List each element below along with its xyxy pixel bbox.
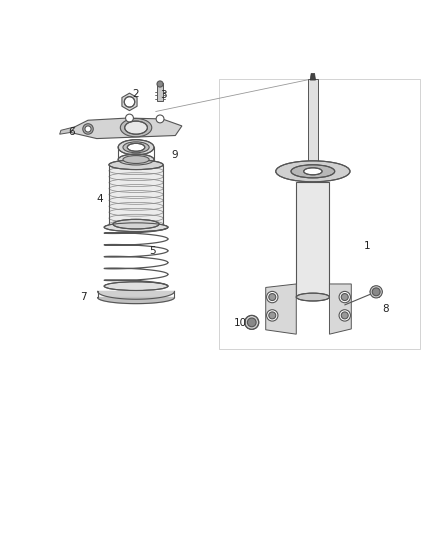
Circle shape: [247, 318, 256, 327]
Circle shape: [339, 310, 350, 321]
Text: 9: 9: [171, 150, 178, 160]
Circle shape: [124, 96, 135, 107]
Polygon shape: [157, 83, 163, 101]
Circle shape: [372, 288, 380, 296]
Text: 2: 2: [132, 89, 138, 99]
Circle shape: [267, 310, 278, 321]
Polygon shape: [329, 284, 351, 334]
Polygon shape: [60, 127, 75, 134]
Polygon shape: [308, 79, 318, 164]
Polygon shape: [109, 165, 163, 224]
Circle shape: [245, 316, 259, 329]
Circle shape: [341, 312, 348, 319]
Circle shape: [269, 294, 276, 301]
Text: 1: 1: [364, 240, 371, 251]
Circle shape: [370, 286, 382, 298]
Circle shape: [126, 114, 134, 122]
Text: 3: 3: [160, 90, 167, 100]
Ellipse shape: [304, 168, 322, 175]
Ellipse shape: [118, 154, 154, 165]
Ellipse shape: [123, 156, 149, 164]
Circle shape: [269, 312, 276, 319]
Polygon shape: [296, 182, 329, 297]
Ellipse shape: [276, 161, 350, 182]
Ellipse shape: [118, 140, 154, 155]
Text: 7: 7: [80, 292, 87, 302]
Ellipse shape: [125, 121, 148, 134]
Text: 10: 10: [233, 318, 247, 328]
Ellipse shape: [123, 142, 149, 153]
Circle shape: [85, 126, 91, 132]
Circle shape: [157, 81, 163, 87]
Polygon shape: [71, 118, 182, 139]
Ellipse shape: [120, 118, 152, 137]
Polygon shape: [122, 93, 137, 111]
Ellipse shape: [291, 165, 335, 178]
Circle shape: [341, 294, 348, 301]
Ellipse shape: [296, 293, 329, 301]
Polygon shape: [266, 284, 296, 334]
Ellipse shape: [109, 160, 163, 169]
Ellipse shape: [113, 220, 159, 229]
Circle shape: [156, 115, 164, 123]
Ellipse shape: [127, 143, 145, 151]
Ellipse shape: [104, 282, 168, 290]
Text: 8: 8: [382, 304, 389, 314]
Text: 5: 5: [149, 246, 156, 256]
Polygon shape: [98, 297, 174, 304]
Text: 4: 4: [97, 194, 103, 204]
Ellipse shape: [104, 223, 168, 231]
Polygon shape: [98, 292, 174, 299]
Text: 6: 6: [69, 127, 75, 137]
Circle shape: [267, 292, 278, 303]
Polygon shape: [310, 74, 315, 80]
Circle shape: [83, 124, 93, 134]
Circle shape: [339, 292, 350, 303]
